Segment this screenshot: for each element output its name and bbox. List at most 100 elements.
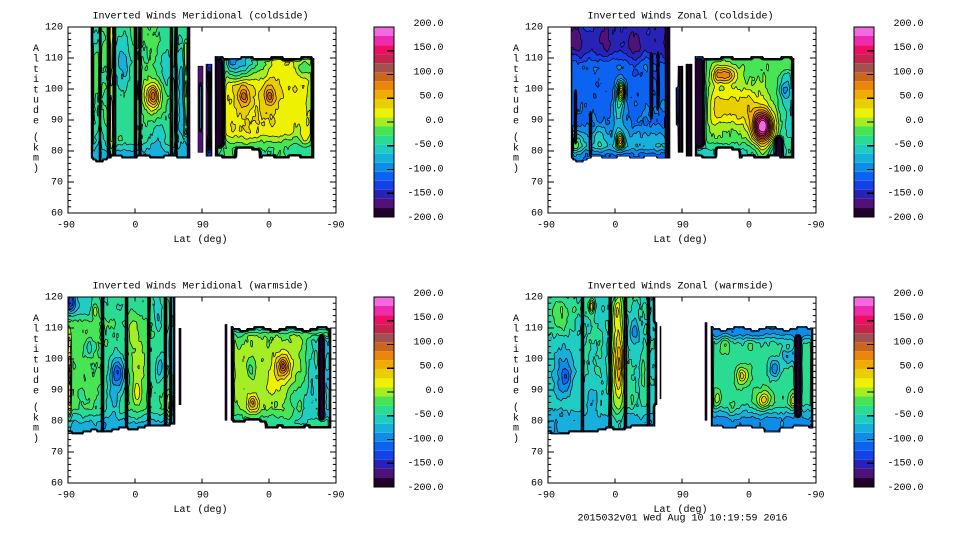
svg-text:-100.0: -100.0 <box>407 434 443 445</box>
svg-text:(: ( <box>513 402 519 414</box>
svg-text:120: 120 <box>45 23 63 34</box>
svg-text:200.0: 200.0 <box>893 289 923 300</box>
svg-text:90: 90 <box>677 221 689 232</box>
svg-text:120: 120 <box>525 23 543 34</box>
svg-text:d: d <box>513 375 519 387</box>
svg-text:t: t <box>33 65 39 76</box>
svg-text:t: t <box>513 65 519 76</box>
svg-text:110: 110 <box>45 324 63 335</box>
svg-text:-90: -90 <box>537 491 555 502</box>
svg-text:100.0: 100.0 <box>893 67 923 78</box>
svg-text:90: 90 <box>197 221 209 232</box>
svg-text:i: i <box>33 74 39 86</box>
svg-text:): ) <box>513 163 519 175</box>
svg-text:l: l <box>33 54 39 66</box>
svg-text:-90: -90 <box>806 221 824 232</box>
svg-text:0: 0 <box>132 491 138 502</box>
svg-text:u: u <box>33 366 39 377</box>
svg-text:i: i <box>513 344 519 356</box>
svg-text:-100.0: -100.0 <box>887 164 923 175</box>
svg-text:Lat (deg): Lat (deg) <box>173 504 227 516</box>
svg-text:200.0: 200.0 <box>893 19 923 30</box>
svg-text:): ) <box>33 163 39 175</box>
svg-text:50.0: 50.0 <box>419 92 443 103</box>
svg-text:0: 0 <box>266 221 272 232</box>
svg-text:l: l <box>513 54 519 66</box>
svg-text:100: 100 <box>525 85 543 96</box>
svg-text:90: 90 <box>531 386 543 397</box>
svg-text:u: u <box>513 366 519 377</box>
svg-text:50.0: 50.0 <box>419 362 443 373</box>
svg-text:150.0: 150.0 <box>893 43 923 54</box>
svg-text:2015032v01 Wed Aug 10 10:19:59: 2015032v01 Wed Aug 10 10:19:59 2016 <box>577 513 787 525</box>
svg-text:100: 100 <box>525 355 543 366</box>
svg-text:-90: -90 <box>806 491 824 502</box>
svg-text:Inverted Winds Zonal (warmside: Inverted Winds Zonal (warmside) <box>587 281 773 293</box>
svg-text:0.0: 0.0 <box>905 386 923 397</box>
svg-text:-50.0: -50.0 <box>893 410 923 421</box>
svg-text:120: 120 <box>45 293 63 304</box>
svg-text:t: t <box>33 355 39 366</box>
svg-text:Inverted Winds Meridional (war: Inverted Winds Meridional (warmside) <box>92 281 308 293</box>
svg-text:k: k <box>513 412 519 424</box>
svg-text:Inverted Winds Zonal (coldside: Inverted Winds Zonal (coldside) <box>587 11 773 23</box>
svg-text:m: m <box>513 154 519 165</box>
svg-text:70: 70 <box>531 448 543 459</box>
svg-text:d: d <box>513 105 519 117</box>
svg-text:i: i <box>513 74 519 86</box>
svg-text:t: t <box>513 355 519 366</box>
svg-text:0: 0 <box>132 221 138 232</box>
svg-text:e: e <box>513 116 519 127</box>
svg-text:e: e <box>33 386 39 397</box>
svg-text:-150.0: -150.0 <box>887 459 923 470</box>
svg-text:0.0: 0.0 <box>425 116 443 127</box>
svg-text:(: ( <box>33 402 39 414</box>
svg-text:Lat (deg): Lat (deg) <box>173 234 227 246</box>
svg-text:50.0: 50.0 <box>899 362 923 373</box>
svg-text:l: l <box>513 324 519 336</box>
svg-text:A: A <box>513 314 519 325</box>
svg-text:90: 90 <box>531 116 543 127</box>
svg-text:0.0: 0.0 <box>425 386 443 397</box>
svg-text:150.0: 150.0 <box>413 313 443 324</box>
svg-text:k: k <box>33 142 39 154</box>
svg-text:-50.0: -50.0 <box>413 410 443 421</box>
svg-text:-200.0: -200.0 <box>887 213 923 224</box>
svg-text:d: d <box>33 375 39 387</box>
svg-text:0: 0 <box>612 221 618 232</box>
svg-text:90: 90 <box>51 386 63 397</box>
svg-text:0: 0 <box>612 491 618 502</box>
svg-text:k: k <box>513 142 519 154</box>
svg-text:t: t <box>513 85 519 96</box>
svg-text:100.0: 100.0 <box>413 337 443 348</box>
svg-text:70: 70 <box>51 178 63 189</box>
svg-text:A: A <box>33 314 39 325</box>
svg-text:u: u <box>513 96 519 107</box>
svg-text:70: 70 <box>51 448 63 459</box>
svg-text:d: d <box>33 105 39 117</box>
svg-text:90: 90 <box>51 116 63 127</box>
svg-text:m: m <box>33 154 39 165</box>
svg-text:80: 80 <box>51 147 63 158</box>
svg-text:m: m <box>513 424 519 435</box>
svg-text:i: i <box>33 344 39 356</box>
svg-text:-150.0: -150.0 <box>887 189 923 200</box>
svg-text:100: 100 <box>45 85 63 96</box>
svg-text:-200.0: -200.0 <box>407 213 443 224</box>
svg-text:80: 80 <box>51 417 63 428</box>
svg-text:-150.0: -150.0 <box>407 459 443 470</box>
svg-text:(: ( <box>33 132 39 144</box>
svg-text:e: e <box>33 116 39 127</box>
svg-text:-50.0: -50.0 <box>893 140 923 151</box>
svg-text:-50.0: -50.0 <box>413 140 443 151</box>
svg-text:-100.0: -100.0 <box>887 434 923 445</box>
svg-text:60: 60 <box>51 479 63 490</box>
svg-text:150.0: 150.0 <box>413 43 443 54</box>
svg-text:-150.0: -150.0 <box>407 189 443 200</box>
svg-text:-200.0: -200.0 <box>887 483 923 494</box>
svg-text:): ) <box>513 433 519 445</box>
svg-text:100: 100 <box>45 355 63 366</box>
svg-text:60: 60 <box>531 479 543 490</box>
svg-text:110: 110 <box>525 324 543 335</box>
svg-text:80: 80 <box>531 417 543 428</box>
